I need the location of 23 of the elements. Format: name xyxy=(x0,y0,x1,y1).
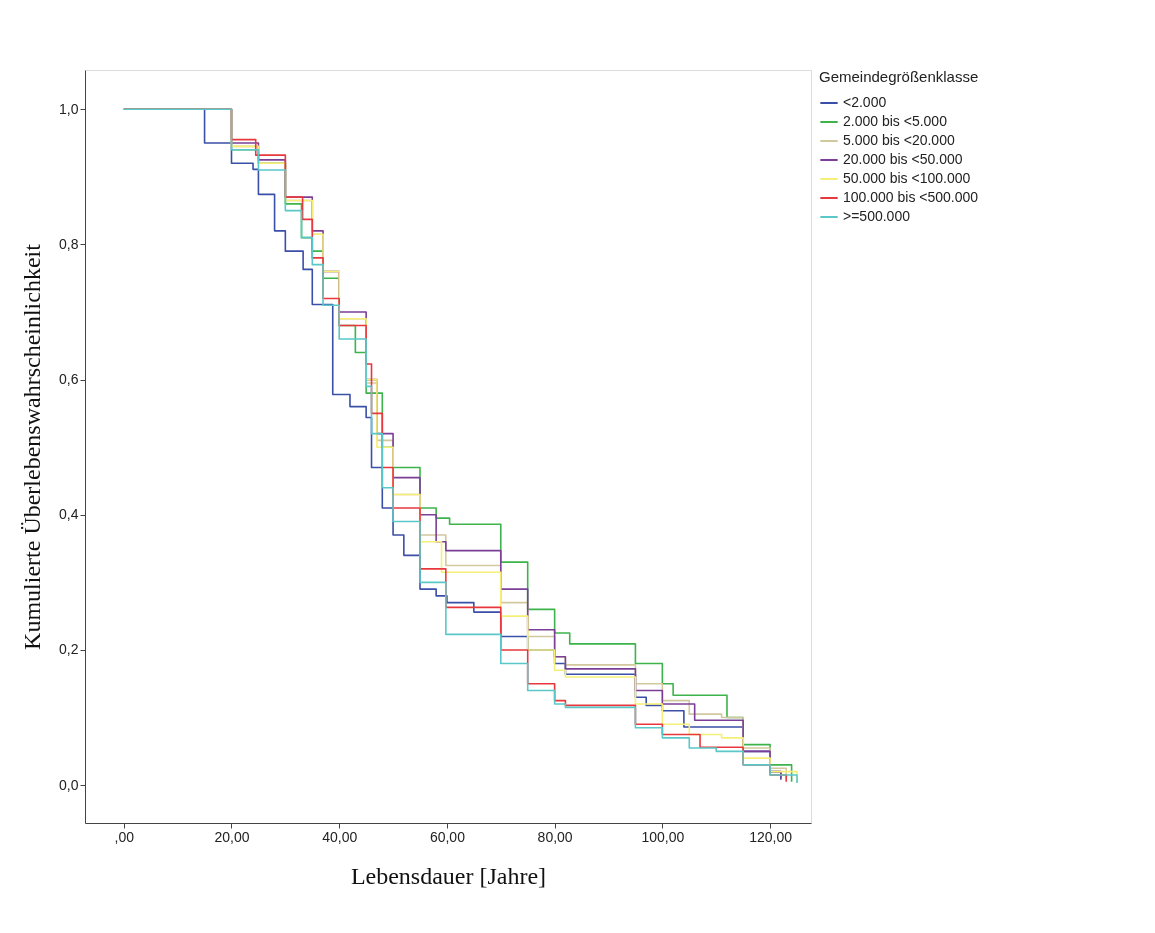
legend-label: 2.000 bis <5.000 xyxy=(843,113,948,129)
legend-title: Gemeindegrößenklasse xyxy=(819,68,979,85)
legend-label: 100.000 bis <500.000 xyxy=(843,189,979,205)
x-tick-label: 40,00 xyxy=(322,828,358,845)
legend-label: 5.000 bis <20.000 xyxy=(843,132,955,148)
x-tick-label: 20,00 xyxy=(214,828,250,845)
y-axis-title: Kumulierte Überlebenswahrscheinlichkeit xyxy=(19,243,46,650)
x-tick-label: 100,00 xyxy=(641,828,685,845)
legend-label: >=500.000 xyxy=(843,208,911,224)
legend-label: 50.000 bis <100.000 xyxy=(843,170,971,186)
x-tick-label: 120,00 xyxy=(749,828,793,845)
x-axis-title: Lebensdauer [Jahre] xyxy=(350,862,547,889)
x-tick-label: 60,00 xyxy=(429,828,466,845)
x-tick-label: 80,00 xyxy=(537,828,573,845)
y-tick-label: 0,2 xyxy=(59,641,79,658)
legend-label: 20.000 bis <50.000 xyxy=(843,151,963,167)
legend-label: <2.000 xyxy=(843,94,887,110)
y-tick-label: 1,0 xyxy=(59,100,79,117)
y-tick-label: 0,0 xyxy=(59,776,79,793)
y-tick-label: 0,4 xyxy=(59,506,79,523)
x-tick-label: ,00 xyxy=(114,828,135,845)
y-tick-label: 0,6 xyxy=(59,371,79,388)
y-tick-label: 0,8 xyxy=(59,235,79,252)
